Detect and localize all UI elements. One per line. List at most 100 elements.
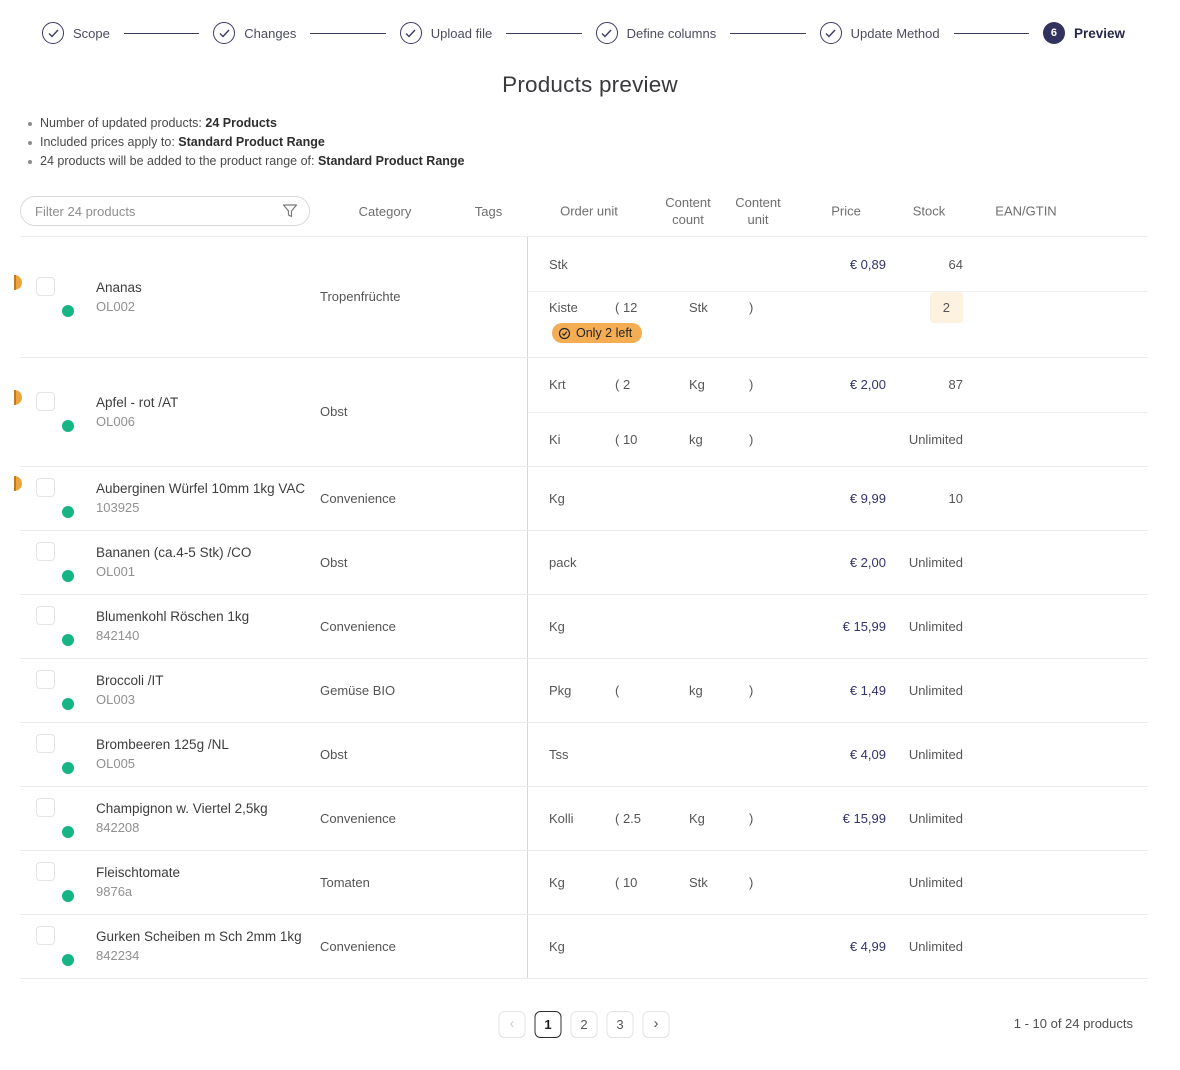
unit-subrow: Tss € 4,09 Unlimited xyxy=(528,723,1148,786)
stock-value: Unlimited xyxy=(908,618,963,634)
filter-funnel-icon[interactable] xyxy=(282,203,298,219)
table-row[interactable]: Gurken Scheiben m Sch 2mm 1kg 842234 Conve… xyxy=(20,914,1148,979)
content-count: ( xyxy=(615,682,620,698)
check-circle-icon xyxy=(213,22,236,44)
product-code: 103925 xyxy=(96,500,140,515)
stock-value: Unlimited xyxy=(908,554,963,570)
check-circle-icon xyxy=(399,22,422,44)
product-name: Brombeeren 125g /NL xyxy=(96,737,229,752)
step-upload-file[interactable]: Upload file xyxy=(399,22,493,44)
status-dot xyxy=(62,762,74,774)
table-row[interactable]: Auberginen Würfel 10mm 1kg VAC 103925 Conv… xyxy=(14,466,1148,531)
stock-value: Unlimited xyxy=(908,874,963,890)
paren-close: ) xyxy=(749,431,754,447)
filter-input[interactable] xyxy=(20,196,310,226)
table-row[interactable]: Champignon w. Viertel 2,5kg 842208 Conveni… xyxy=(20,786,1148,851)
product-name: Apfel - rot /AT xyxy=(96,394,179,410)
stock: 10 xyxy=(886,491,968,506)
table-row[interactable]: Ananas OL002 Tropenfrüchte Stk € 0,89 64 Kiste… xyxy=(14,237,1148,358)
step-update-method[interactable]: Update Method xyxy=(819,22,940,44)
summary-item: Included prices apply to: Standard Produ… xyxy=(26,133,1180,152)
step-define-columns[interactable]: Define columns xyxy=(595,22,717,44)
products-preview-page: Scope Changes Upload file Define columns xyxy=(0,20,1180,1070)
table-row[interactable]: Fleischtomate 9876a Tomaten Kg ( 10 Stk) Unlim… xyxy=(20,850,1148,915)
stock: Unlimited xyxy=(886,875,968,890)
stock-warning-badge: Only 2 left xyxy=(552,323,643,343)
column-header-stock: Stock xyxy=(912,203,946,219)
prev-page-button[interactable]: ‹ xyxy=(498,1010,526,1038)
order-unit: Stk xyxy=(549,256,568,272)
order-unit: Pkg xyxy=(549,682,572,698)
unit-subrow: Kg € 9,99 10 xyxy=(528,467,1148,530)
pagination: ‹ 1 2 3 › 1 - 10 of 24 products xyxy=(20,1010,1148,1041)
row-checkbox[interactable] xyxy=(36,798,55,817)
row-checkbox[interactable] xyxy=(36,276,55,296)
page-3-button[interactable]: 3 xyxy=(606,1010,634,1038)
step-number-badge: 6 xyxy=(1042,22,1065,44)
product-code: OL005 xyxy=(96,756,136,771)
stock-warning-label: Only 2 left xyxy=(576,326,633,340)
content-unit: kg xyxy=(689,682,703,698)
step-connector xyxy=(506,32,582,34)
order-unit: Krt xyxy=(549,377,566,392)
stock-value: 87 xyxy=(948,377,963,392)
next-page-button[interactable]: › xyxy=(642,1010,670,1038)
unit-subrow: pack € 2,00 Unlimited xyxy=(528,531,1148,594)
table-row[interactable]: Apfel - rot /AT OL006 Obst Krt ( 2 Kg) € 2,00 8… xyxy=(14,357,1148,467)
page-2-button[interactable]: 2 xyxy=(570,1010,598,1038)
paren-close: ) xyxy=(749,377,754,392)
page-1-button[interactable]: 1 xyxy=(534,1010,562,1038)
row-checkbox[interactable] xyxy=(36,391,55,411)
table-row[interactable]: Bananen (ca.4-5 Stk) /CO OL001 Obst pack € 2… xyxy=(20,530,1148,595)
stock: 2 xyxy=(886,292,968,323)
content-count: ( 10 xyxy=(615,874,638,890)
stock-value: Unlimited xyxy=(908,938,963,954)
step-label: Scope xyxy=(73,25,110,41)
row-checkbox[interactable] xyxy=(36,862,55,881)
table-row[interactable]: Brombeeren 125g /NL OL005 Obst Tss € 4,09 Unl… xyxy=(20,722,1148,787)
table-row[interactable]: Blumenkohl Röschen 1kg 842140 Convenience K… xyxy=(20,594,1148,659)
product-code: 842234 xyxy=(96,948,140,963)
table-header: Category Tags Order unit Content count C… xyxy=(20,186,1148,236)
row-checkbox[interactable] xyxy=(36,926,55,945)
step-scope[interactable]: Scope xyxy=(42,22,110,44)
product-name: Fleischtomate xyxy=(96,865,181,880)
price: € 0,89 xyxy=(849,256,886,272)
row-checkbox[interactable] xyxy=(36,670,55,689)
content-unit: Kg xyxy=(689,377,705,392)
row-checkbox[interactable] xyxy=(36,606,55,625)
step-changes[interactable]: Changes xyxy=(213,22,296,44)
order-unit: Tss xyxy=(549,746,569,762)
stock: Unlimited xyxy=(886,432,968,447)
column-header-tags: Tags xyxy=(474,203,503,219)
step-label: Define columns xyxy=(626,25,717,41)
status-dot xyxy=(62,570,74,582)
product-code: 842140 xyxy=(96,628,140,643)
row-checkbox[interactable] xyxy=(36,542,55,561)
price: € 2,00 xyxy=(849,554,886,570)
stock-value: Unlimited xyxy=(908,682,963,698)
row-checkbox[interactable] xyxy=(36,478,55,497)
step-label: Upload file xyxy=(430,25,493,41)
status-dot xyxy=(62,634,74,646)
step-preview[interactable]: 6 Preview xyxy=(1042,22,1125,44)
status-dot xyxy=(62,890,74,902)
column-header-category: Category xyxy=(358,203,412,219)
product-code: OL003 xyxy=(96,692,136,707)
stock: Unlimited xyxy=(886,939,968,954)
stock: Unlimited xyxy=(886,555,968,570)
table-row[interactable]: Broccoli /IT OL003 Gemüse BIO Pkg (kg) € 1,49… xyxy=(20,658,1148,723)
column-header-order-unit: Order unit xyxy=(560,203,618,219)
unit-subrow: Kolli ( 2.5 Kg) € 15,99 Unlimited xyxy=(528,787,1148,850)
stock: 64 xyxy=(886,257,968,272)
stock: Unlimited xyxy=(886,683,968,698)
step-label: Changes xyxy=(244,25,297,41)
pagination-range-label: 1 - 10 of 24 products xyxy=(1013,1015,1133,1031)
product-category: Gemüse BIO xyxy=(320,682,396,698)
stock-value: Unlimited xyxy=(908,810,963,826)
product-code: 9876a xyxy=(96,884,133,899)
page-title: Products preview xyxy=(502,72,678,97)
stock-value: 64 xyxy=(948,256,963,272)
step-connector xyxy=(310,32,386,34)
row-checkbox[interactable] xyxy=(36,734,55,753)
